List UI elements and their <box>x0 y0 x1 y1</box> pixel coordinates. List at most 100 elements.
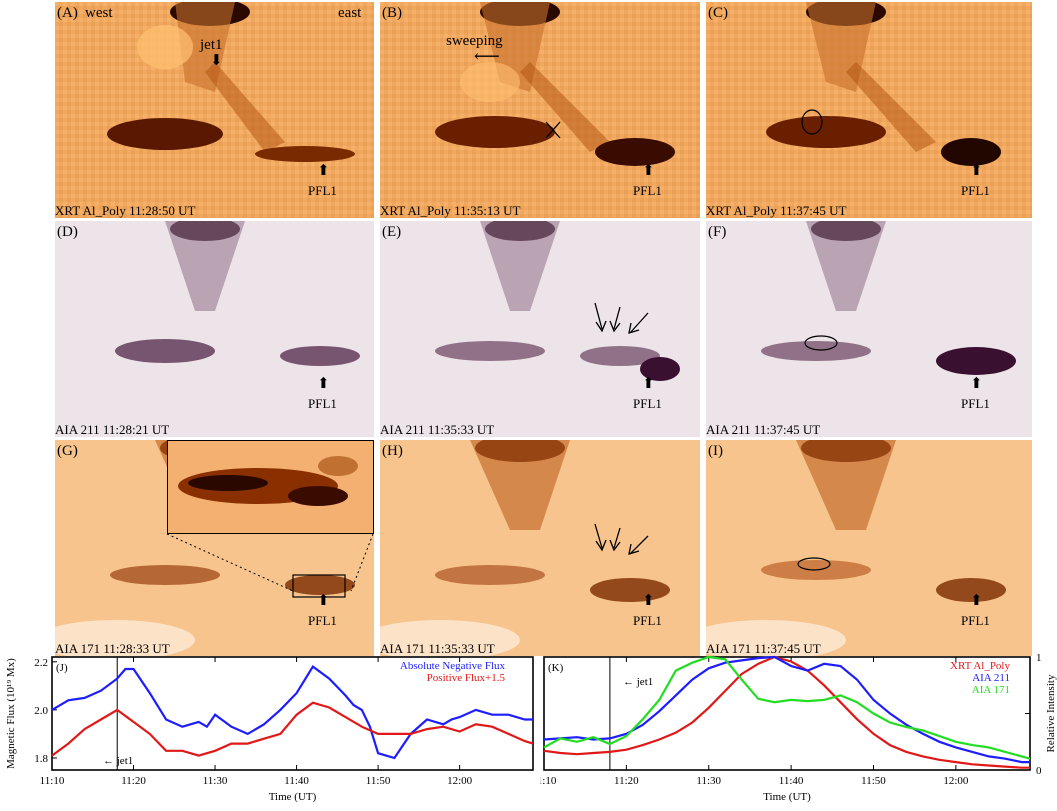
panel-letter: (E) <box>382 224 402 240</box>
up-arrow-icon: ⬆ <box>642 163 655 179</box>
jet1-annotation: ← jet1 <box>623 676 653 688</box>
y-tick-label: 2.2 <box>34 657 48 669</box>
panel-e-aia211: (E) ⬆ PFL1 AIA 211 11:35:33 UT <box>380 221 700 437</box>
x-axis-label: Time (UT) <box>269 791 317 803</box>
legend-entry-0: Absolute Negative Flux <box>400 660 506 672</box>
up-arrow-icon: ⬆ <box>642 593 655 609</box>
y-tick-label: 2.0 <box>34 705 48 717</box>
up-arrow-icon: ⬆ <box>642 376 655 392</box>
x-tick-label: 11:20 <box>614 775 639 787</box>
panel-caption: AIA 171 11:35:33 UT <box>380 641 495 656</box>
panel-caption: AIA 211 11:28:21 UT <box>55 422 170 437</box>
x-tick-label: 11:40 <box>779 775 804 787</box>
zoom-inset <box>167 440 374 534</box>
panel-caption: AIA 211 11:37:45 UT <box>706 422 821 437</box>
panel-c-xrt: (C) ⬆ PFL1 XRT Al_Poly 11:37:45 UT <box>706 2 1032 218</box>
panel-caption: AIA 171 11:37:45 UT <box>706 641 821 656</box>
west-label: west <box>85 5 113 21</box>
panel-letter: (K) <box>548 662 564 674</box>
y-tick-label: 1.8 <box>34 753 48 765</box>
x-tick-label: 11:50 <box>861 775 886 787</box>
x-axis-label: Time (UT) <box>763 791 811 803</box>
panel-letter: (F) <box>708 224 727 240</box>
x-tick-label: 11:30 <box>203 775 228 787</box>
up-arrow-icon: ⬆ <box>970 376 983 392</box>
panel-letter: (H) <box>382 443 403 459</box>
plot-frame <box>51 656 534 771</box>
x-tick-label: 11:50 <box>366 775 391 787</box>
series-line-2 <box>543 655 1031 760</box>
panel-g-aia171: (G) ⬆ PFL1 AIA 171 11:28:33 UT <box>55 440 374 656</box>
aia171-image-h <box>380 440 670 656</box>
panel-letter: (I) <box>708 443 723 459</box>
pfl-label: PFL1 <box>308 183 337 198</box>
jet-label: jet1 <box>200 37 223 53</box>
pfl-label: PFL1 <box>633 183 662 198</box>
x-tick-label: 11:30 <box>696 775 721 787</box>
panel-h-aia171: (H) ⬆ PFL1 AIA 171 11:35:33 UT <box>380 440 700 656</box>
panel-letter: (G) <box>57 443 78 459</box>
up-arrow-icon: ⬆ <box>970 163 983 179</box>
y-tick-label: 1 <box>1036 652 1042 664</box>
series-line-0 <box>51 665 533 760</box>
pfl-label: PFL1 <box>308 613 337 628</box>
y-axis-label: Relative Intensity <box>1045 674 1057 752</box>
panel-caption: AIA 211 11:35:33 UT <box>380 422 495 437</box>
y-axis-label: Magnetic Flux (10¹⁹ Mx) <box>5 658 17 769</box>
legend-entry-1: AIA 211 <box>972 672 1010 684</box>
panel-caption: XRT Al_Poly 11:35:13 UT <box>380 203 521 218</box>
x-tick-label: 12:00 <box>447 775 473 787</box>
x-tick-label: 11:10 <box>40 775 65 787</box>
panel-letter: (A) <box>57 5 78 21</box>
panel-letter: (D) <box>57 224 78 240</box>
legend-entry-1: Positive Flux+1.5 <box>427 672 506 684</box>
up-arrow-icon: ⬆ <box>970 593 983 609</box>
panel-caption: XRT Al_Poly 11:28:50 UT <box>55 203 196 218</box>
panel-b-xrt: (B) sweeping ⟵ ⬆ PFL1 XRT Al_Poly 11:35:… <box>380 2 700 218</box>
panel-d-aia211: (D) ⬆ PFL1 AIA 211 11:28:21 UT <box>55 221 374 437</box>
panel-letter: (C) <box>708 5 728 21</box>
sweeping-label: sweeping <box>446 33 503 49</box>
panel-i-aia171: (I) ⬆ PFL1 AIA 171 11:37:45 UT <box>706 440 1032 656</box>
chart-k-relative-intensity: 11:10 11:20 11:30 11:40 11:50 12:00 Time (UT) 0… <box>540 652 1057 803</box>
east-label: east <box>338 5 362 21</box>
legend-entry-2: AIA 171 <box>972 684 1010 696</box>
jet1-annotation: ← jet1 <box>103 755 133 767</box>
panel-caption: AIA 171 11:28:33 UT <box>55 641 170 656</box>
aia211-image-d <box>115 221 360 366</box>
pfl-label: PFL1 <box>961 396 990 411</box>
up-arrow-icon: ⬆ <box>317 593 330 609</box>
series-line-1 <box>543 655 1030 764</box>
panel-a-xrt: (A) west east jet1 ⬇ ⬆ PFL1 XRT Al_Poly … <box>55 2 374 218</box>
up-arrow-icon: ⬆ <box>317 163 330 179</box>
pfl-label: PFL1 <box>633 396 662 411</box>
panel-caption: XRT Al_Poly 11:37:45 UT <box>706 203 847 218</box>
plot-frame <box>543 656 1031 771</box>
x-tick-label: 12:00 <box>943 775 969 787</box>
xrt-image-a <box>55 2 374 218</box>
chart-j-magnetic-flux: 11:10 11:20 11:30 11:40 11:50 12:00 Time (UT) 1… <box>5 656 534 803</box>
left-arrow-icon: ⟵ <box>474 46 500 66</box>
pfl-label: PFL1 <box>961 613 990 628</box>
x-tick-label: 11:20 <box>121 775 146 787</box>
up-arrow-icon: ⬆ <box>317 376 330 392</box>
panel-f-aia211: (F) ⬆ PFL1 AIA 211 11:37:45 UT <box>706 221 1032 437</box>
series-line-0 <box>543 655 1030 769</box>
pfl-label: PFL1 <box>308 396 337 411</box>
pfl-label: PFL1 <box>633 613 662 628</box>
x-tick-label: 11:40 <box>284 775 309 787</box>
aia211-image-e <box>435 221 680 381</box>
aia211-image-f <box>761 221 1016 375</box>
pfl-label: PFL1 <box>961 183 990 198</box>
y-tick-label: 0 <box>1036 765 1042 777</box>
zoom-inset-image <box>178 456 358 506</box>
down-arrow-icon: ⬇ <box>210 53 223 69</box>
panel-letter: (J) <box>56 662 68 674</box>
aia171-image-i <box>706 440 1006 656</box>
legend-entry-0: XRT Al_Poly <box>950 660 1010 672</box>
xrt-image-c <box>706 2 1032 218</box>
series-line-1 <box>51 701 534 757</box>
xrt-image-b <box>380 2 700 218</box>
panel-letter: (B) <box>382 5 402 21</box>
x-tick-label: 11:10 <box>540 775 557 787</box>
